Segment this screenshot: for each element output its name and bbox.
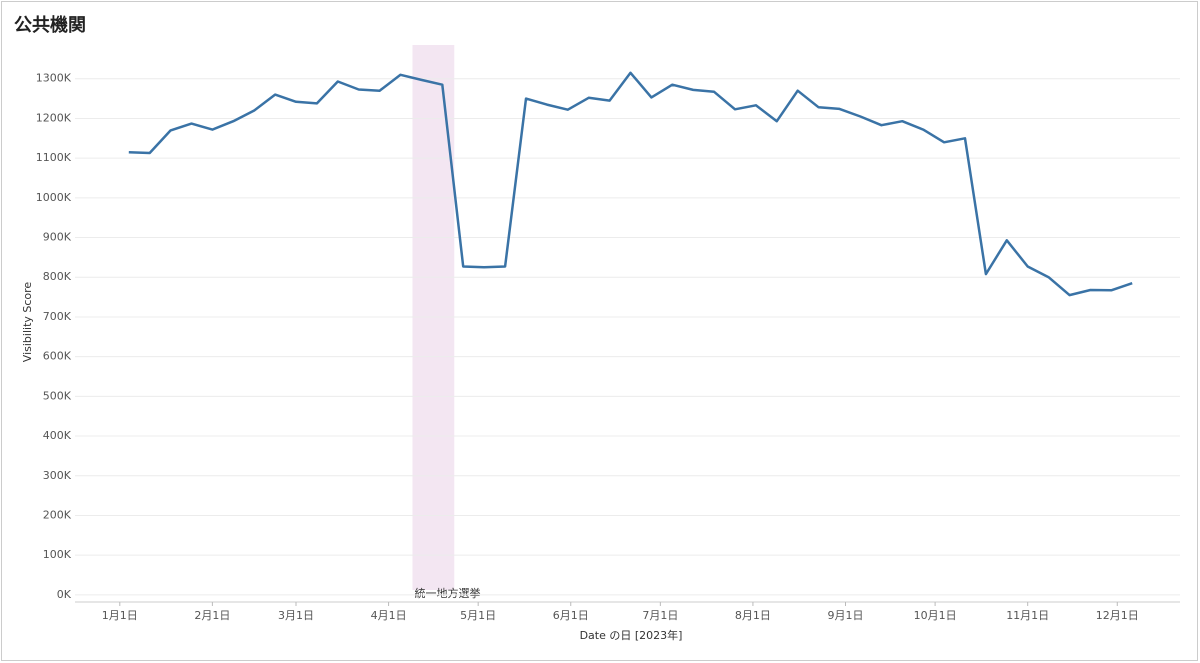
y-tick-label: 600K [43, 350, 72, 363]
x-tick-label: 10月1日 [914, 609, 957, 622]
y-tick-label: 800K [43, 270, 72, 283]
y-tick-label: 700K [43, 310, 72, 323]
x-axis-title: Date の日 [2023年] [580, 628, 683, 642]
y-tick-label: 100K [43, 548, 72, 561]
line-series [128, 71, 1133, 297]
x-tick-label: 12月1日 [1096, 609, 1139, 622]
x-tick-label: 6月1日 [553, 609, 589, 622]
x-tick-label: 3月1日 [278, 609, 314, 622]
x-tick-label: 1月1日 [102, 609, 138, 622]
y-tick-label: 200K [43, 508, 72, 521]
x-tick-label: 9月1日 [828, 609, 864, 622]
y-tick-label: 1200K [36, 111, 72, 124]
x-tick-label: 8月1日 [735, 609, 771, 622]
x-tick-label: 5月1日 [460, 609, 496, 622]
y-axis-title: Visibility Score [21, 282, 34, 363]
y-tick-label: 1000K [36, 191, 72, 204]
y-tick-label: 900K [43, 231, 72, 244]
annotation-label: 統一地方選挙 [414, 586, 480, 600]
x-tick-label: 4月1日 [371, 609, 407, 622]
chart-title: 公共機関 [14, 14, 86, 36]
y-tick-label: 1300K [36, 72, 72, 85]
x-tick-label: 11月1日 [1006, 609, 1049, 622]
y-tick-label: 400K [43, 429, 72, 442]
x-tick-label: 7月1日 [642, 609, 678, 622]
y-tick-label: 0K [57, 588, 72, 601]
x-tick-label: 2月1日 [194, 609, 230, 622]
y-tick-label: 1100K [36, 151, 72, 164]
y-tick-label: 500K [43, 389, 72, 402]
y-tick-label: 300K [43, 469, 72, 482]
